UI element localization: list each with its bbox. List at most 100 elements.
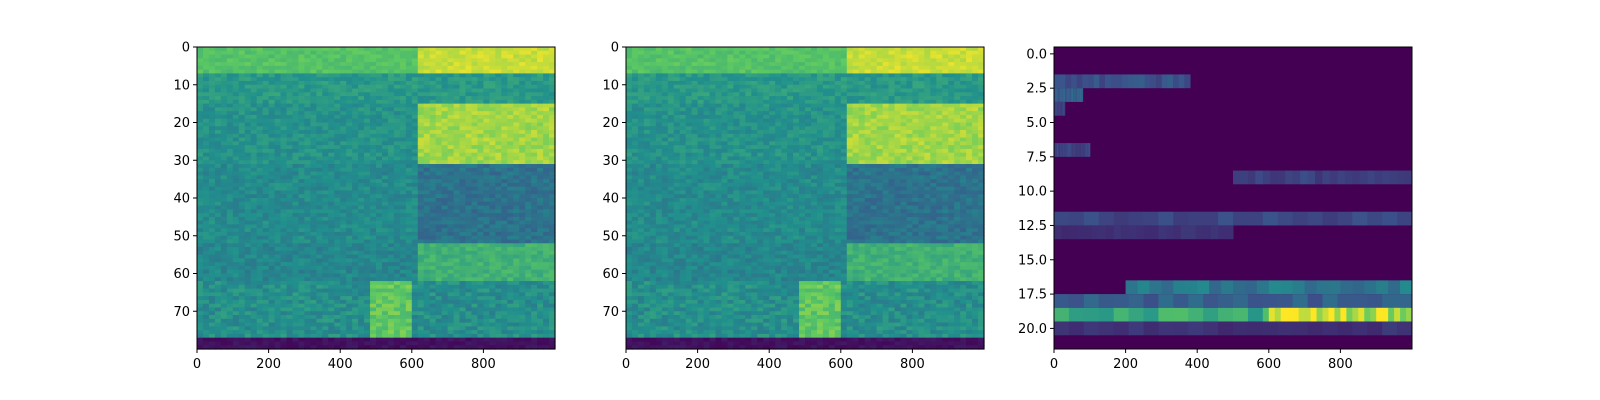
heatmap-cell [244,182,252,188]
heatmap-cell [298,118,305,124]
heatmap-cell [304,65,311,71]
heatmap-cell [352,77,359,82]
heatmap-cell [280,231,288,237]
heatmap-cell [268,224,276,229]
heatmap-cell [411,96,419,101]
heatmap-cell [507,111,514,116]
heatmap-cell [453,299,461,305]
heatmap-cell [513,235,520,241]
heatmap-cell [274,156,282,161]
heatmap-cell [423,118,431,124]
heatmap-cell [370,77,377,82]
heatmap-cell [334,311,341,316]
heatmap-cell [274,209,282,214]
heatmap-cell [477,326,484,331]
heatmap-cell [525,122,532,127]
heatmap-cell [280,92,288,97]
heatmap-cell [507,224,514,229]
heatmap-cell [501,103,508,109]
heatmap-cell [250,213,258,218]
heatmap-cell [238,224,246,229]
heatmap-cell [507,326,514,331]
heatmap-cell [453,171,461,176]
heatmap-cell [525,326,532,331]
heatmap-cell [399,114,407,120]
heatmap-cell [346,311,353,316]
heatmap-cell [262,65,270,71]
heatmap-cell [411,103,419,109]
heatmap-cell [501,265,508,271]
heatmap-cell [411,247,419,252]
heatmap-cell [411,205,419,210]
heatmap-cell [507,118,514,124]
heatmap-cell [310,273,317,278]
heatmap-cell [286,345,294,350]
heatmap-cell [447,337,455,343]
heatmap-cell [549,296,556,301]
heatmap-cell [876,47,884,52]
heatmap-cell [519,62,526,67]
heatmap-cell [214,148,222,154]
heatmap-cell [334,303,341,309]
heatmap-cell [364,65,371,71]
heatmap-cell [292,156,300,161]
heatmap-cell [405,224,413,229]
heatmap-cell [483,186,490,192]
heatmap-cell [197,243,204,248]
heatmap-cell [543,88,550,93]
heatmap-cell [447,220,455,226]
heatmap-cell [405,152,413,158]
heatmap-cell [549,243,556,248]
heatmap-cell [411,152,419,158]
heatmap-cell [381,152,389,158]
heatmap-cell [310,235,317,241]
heatmap-cell [519,69,526,75]
heatmap-cell [292,281,300,286]
heatmap-cell [244,145,252,150]
heatmap-cell [637,54,645,59]
heatmap-cell [208,345,216,350]
heatmap-cell [214,243,222,248]
heatmap-cell [232,281,240,286]
heatmap-cell [232,220,240,226]
heatmap-cell [256,303,264,309]
heatmap-cell [513,92,520,97]
heatmap-cell [543,145,550,150]
heatmap-cell [250,333,258,339]
heatmap-cell [507,277,514,282]
heatmap-cell [250,73,258,78]
heatmap-cell [292,73,300,78]
heatmap-cell [531,99,538,105]
heatmap-cell [292,318,300,324]
heatmap-cell [244,96,252,101]
heatmap-cell [268,62,276,67]
heatmap-cell [244,250,252,256]
heatmap-cell [513,284,520,290]
heatmap-cell [685,50,693,56]
heatmap-cell [477,247,484,252]
heatmap-cell [262,326,270,331]
heatmap-cell [465,273,473,278]
heatmap-cell [513,133,520,139]
heatmap-cell [304,126,311,131]
heatmap-cell [417,296,425,301]
heatmap-cell [483,209,490,214]
heatmap-cell [208,235,216,241]
heatmap-cell [280,330,288,335]
heatmap-cell [262,303,270,309]
heatmap-cell [411,318,419,324]
heatmap-cell [280,130,288,135]
heatmap-cell [393,73,401,78]
heatmap-cell [543,50,550,56]
heatmap-cell [250,330,258,335]
heatmap-cell [549,220,556,226]
heatmap-cell [393,186,401,192]
heatmap-cell [364,194,371,199]
heatmap-cell [376,311,383,316]
heatmap-cell [316,156,323,161]
heatmap-cell [256,73,264,78]
heatmap-cell [447,171,455,176]
heatmap-cell [280,160,288,165]
heatmap-cell [364,269,371,275]
heatmap-cell [268,92,276,97]
